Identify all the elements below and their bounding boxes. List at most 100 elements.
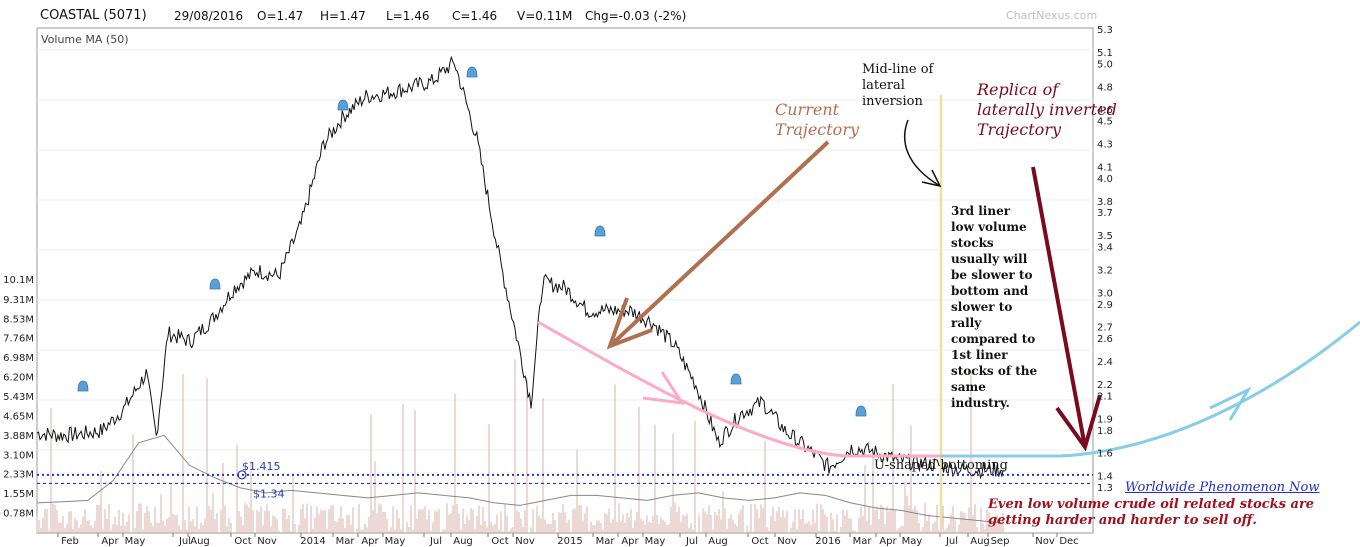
price-tick: 2.6 — [1097, 334, 1113, 345]
volume-tick: 1.55M — [3, 489, 34, 500]
watermark: ChartNexus.com — [1006, 9, 1098, 22]
volume-ma-line — [36, 434, 1004, 524]
volume-tick: 6.20M — [3, 373, 34, 384]
x-tick: Mar — [596, 536, 616, 547]
price-tick: 2.7 — [1097, 323, 1113, 334]
x-tick: Aug — [190, 536, 210, 547]
x-tick: Dec — [1059, 536, 1078, 547]
alert-bell-icon — [466, 66, 478, 78]
brown-trajectory-arrow — [608, 140, 830, 348]
open-label: O=1.47 — [257, 9, 304, 23]
x-tick: Nov — [257, 536, 277, 547]
u-shaped-note: U-shaped bottoming — [874, 458, 1008, 473]
maroon-arrowhead — [1055, 394, 1102, 452]
price-tick: 4.3 — [1097, 140, 1113, 151]
support-level-label: $1.415 — [242, 460, 281, 473]
current-trajectory-note: Current Trajectory — [775, 100, 859, 139]
x-tick: 2014 — [300, 536, 325, 547]
volume-tick: 3.10M — [3, 450, 34, 461]
price-tick: 3.8 — [1097, 197, 1113, 208]
volume-tick: 10.1M — [3, 275, 34, 286]
x-tick: Jul — [178, 536, 191, 547]
price-tick: 3.7 — [1097, 208, 1113, 219]
close-label: C=1.46 — [452, 9, 498, 23]
price-tick: 3.5 — [1097, 231, 1113, 242]
low-label: L=1.46 — [386, 9, 430, 23]
third-liner-note: 3rd liner low volume stocks usually will… — [951, 204, 1038, 410]
price-tick: 1.3 — [1097, 483, 1113, 494]
x-tick: Nov — [1035, 536, 1055, 547]
pink-arrowhead — [642, 371, 686, 405]
black-midline-arrow — [904, 119, 941, 187]
x-tick: May — [125, 536, 146, 547]
x-tick: Nov — [777, 536, 797, 547]
worldwide-note: Worldwide Phenomenon Now — [1125, 480, 1320, 495]
x-tick: Feb — [61, 536, 79, 547]
price-tick: 4.6 — [1097, 105, 1113, 116]
symbol-label: COASTAL (5071) — [40, 8, 147, 23]
price-tick: 2.4 — [1097, 357, 1113, 368]
price-tick: 1.9 — [1097, 414, 1113, 425]
price-line — [36, 55, 1004, 480]
price-tick: 5.3 — [1097, 25, 1113, 36]
x-tick: 2016 — [815, 536, 840, 547]
grid — [37, 49, 1093, 451]
price-tick: 4.0 — [1097, 174, 1113, 185]
volume-label: V=0.11M — [517, 9, 573, 23]
volume-axis: 10.1M 9.31M 8.53M 7.76M 6.98M 6.20M 5.43M 4.65M… — [3, 275, 34, 519]
volume-tick: 6.98M — [3, 353, 34, 364]
price-tick: 4.1 — [1097, 162, 1113, 173]
maroon-replica-arrow — [1031, 166, 1087, 448]
x-tick: Apr — [361, 536, 379, 547]
blue-replica-curve — [941, 320, 1360, 458]
x-tick: Aug — [970, 536, 990, 547]
price-axis: 5.3 5.15.0 4.8 4.64.5 4.3 4.14.0 3.83.7 3.53.4 3… — [1097, 25, 1113, 494]
level-labels: $1.415 $1.34 — [237, 460, 285, 500]
alert-bell-icon — [337, 99, 349, 111]
midline-note: Mid-line of lateral inversion — [862, 62, 934, 109]
x-tick: 2015 — [557, 536, 582, 547]
price-tick: 1.4 — [1097, 472, 1113, 483]
volume-tick: 8.53M — [3, 314, 34, 325]
x-tick: Oct — [234, 536, 251, 547]
x-tick: Nov — [515, 536, 535, 547]
x-tick: Jul — [429, 536, 442, 547]
price-tick: 5.1 — [1097, 48, 1113, 59]
price-tick: 3.2 — [1097, 265, 1113, 276]
support-level-label: $1.34 — [253, 487, 285, 500]
x-tick: Oct — [751, 536, 768, 547]
replica-note: Replica of laterally inverted Trajectory — [977, 80, 1117, 139]
x-tick: Apr — [621, 536, 639, 547]
alert-bells — [77, 66, 867, 417]
x-tick: Aug — [453, 536, 473, 547]
x-tick: May — [385, 536, 406, 547]
price-tick: 3.0 — [1097, 288, 1113, 299]
time-axis: Feb Apr May Jul Aug Oct Nov 2014 Mar Apr May Jul Aug… — [57, 533, 1079, 547]
volume-ma-legend: Volume MA (50) — [41, 33, 129, 46]
price-tick: 1.6 — [1097, 449, 1113, 460]
x-tick: Mar — [336, 536, 356, 547]
x-tick: May — [645, 536, 666, 547]
change-label: Chg=-0.03 (-2%) — [585, 9, 687, 23]
price-tick: 4.5 — [1097, 117, 1113, 128]
alert-bell-icon — [77, 380, 89, 392]
high-label: H=1.47 — [320, 9, 366, 23]
volume-tick: 2.33M — [3, 470, 34, 481]
volume-tick: 7.76M — [3, 334, 34, 345]
x-tick: Apr — [101, 536, 119, 547]
volume-tick: 5.43M — [3, 392, 34, 403]
x-tick: Jul — [685, 536, 698, 547]
x-tick: Apr — [879, 536, 897, 547]
even-low-note: Even low volume crude oil related stocks… — [988, 497, 1315, 528]
pink-u-curve — [537, 320, 941, 458]
x-tick: Sep — [991, 536, 1010, 547]
x-tick: Mar — [853, 536, 873, 547]
price-tick: 5.0 — [1097, 59, 1113, 70]
price-tick: 2.9 — [1097, 300, 1113, 311]
date-label: 29/08/2016 — [174, 9, 244, 23]
volume-tick: 4.65M — [3, 412, 34, 423]
black-arrowhead — [921, 169, 942, 188]
price-tick: 1.8 — [1097, 426, 1113, 437]
price-tick: 3.4 — [1097, 243, 1113, 254]
